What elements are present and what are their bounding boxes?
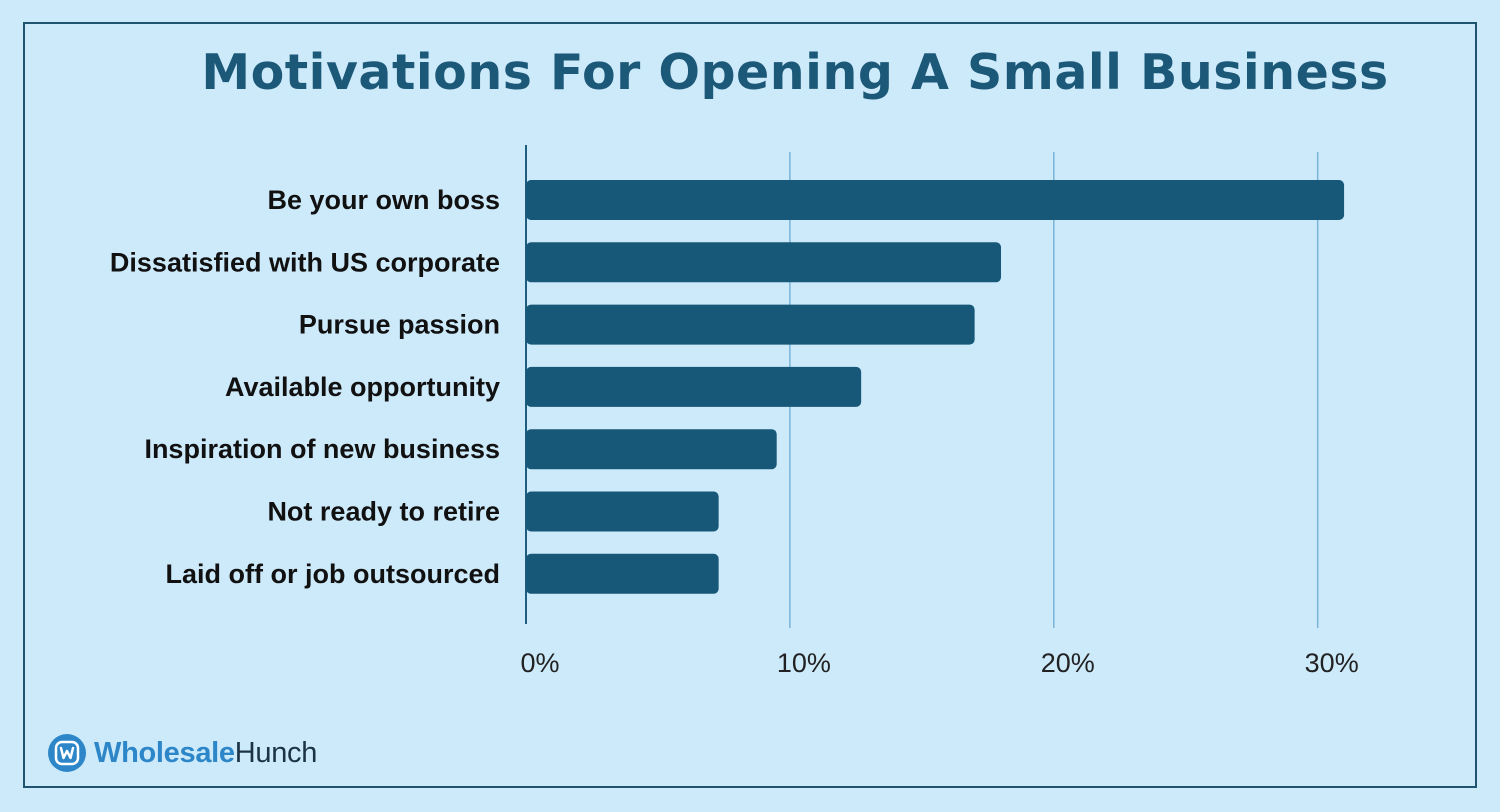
category-label: Be your own boss (267, 185, 500, 215)
category-label: Not ready to retire (267, 497, 500, 527)
category-label: Pursue passion (299, 310, 500, 340)
bar (526, 553, 719, 594)
brand-name: WholesaleHunch (94, 737, 317, 770)
category-label: Laid off or job outsourced (166, 559, 500, 589)
x-tick-label: 30% (1305, 648, 1359, 678)
chart-frame (23, 22, 1477, 788)
bar (526, 304, 975, 345)
x-tick-label: 0% (520, 648, 559, 678)
bar (526, 366, 862, 407)
brand-logo: WholesaleHunch (48, 733, 317, 773)
category-label: Available opportunity (225, 372, 500, 402)
brand-name-part1: Wholesale (94, 736, 235, 769)
x-tick-label: 20% (1041, 648, 1095, 678)
category-label: Inspiration of new business (144, 434, 500, 464)
chart-title: Motivations For Opening A Small Business (201, 44, 1389, 101)
bar (526, 242, 1002, 283)
bar (526, 180, 1345, 220)
brand-name-part2: Hunch (234, 736, 318, 769)
bar (526, 491, 719, 532)
bar (526, 429, 777, 470)
category-label: Dissatisfied with US corporate (110, 247, 500, 277)
wholesalehunch-logo-icon (48, 734, 86, 772)
x-tick-label: 10% (777, 648, 831, 678)
